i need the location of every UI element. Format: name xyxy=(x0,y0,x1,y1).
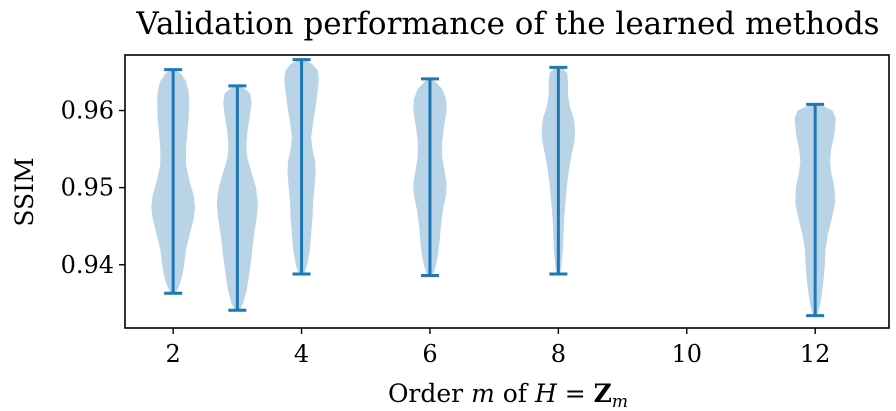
y-tick-label-0.94: 0.94 xyxy=(61,251,114,279)
x-tick-label-2: 2 xyxy=(166,340,181,368)
x-axis-label-z: Z xyxy=(594,379,612,408)
x-tick-label-4: 4 xyxy=(294,340,309,368)
y-tick-label-0.95: 0.95 xyxy=(61,174,114,202)
x-axis: 2 4 6 8 10 12 xyxy=(166,328,831,368)
x-tick-label-8: 8 xyxy=(551,340,566,368)
y-axis: 0.94 0.95 0.96 xyxy=(61,97,125,279)
x-axis-label-of: of xyxy=(495,379,535,408)
plot-frame xyxy=(124,54,890,329)
y-tick-label-0.96: 0.96 xyxy=(61,97,114,125)
x-axis-label-h: H xyxy=(534,379,558,408)
violins-layer xyxy=(151,58,836,318)
x-axis-label-m: m xyxy=(471,379,495,408)
y-axis-label: SSIM xyxy=(10,157,39,226)
x-axis-label-equals: = xyxy=(557,379,594,408)
x-tick-label-10: 10 xyxy=(671,340,702,368)
x-axis-label-subscript: m xyxy=(612,392,628,411)
x-axis-label: Order m of H = Zm xyxy=(388,379,628,411)
chart-title: Validation performance of the learned me… xyxy=(135,6,879,42)
x-tick-label-12: 12 xyxy=(800,340,831,368)
x-axis-label-prefix: Order xyxy=(388,379,471,408)
x-tick-label-6: 6 xyxy=(422,340,437,368)
